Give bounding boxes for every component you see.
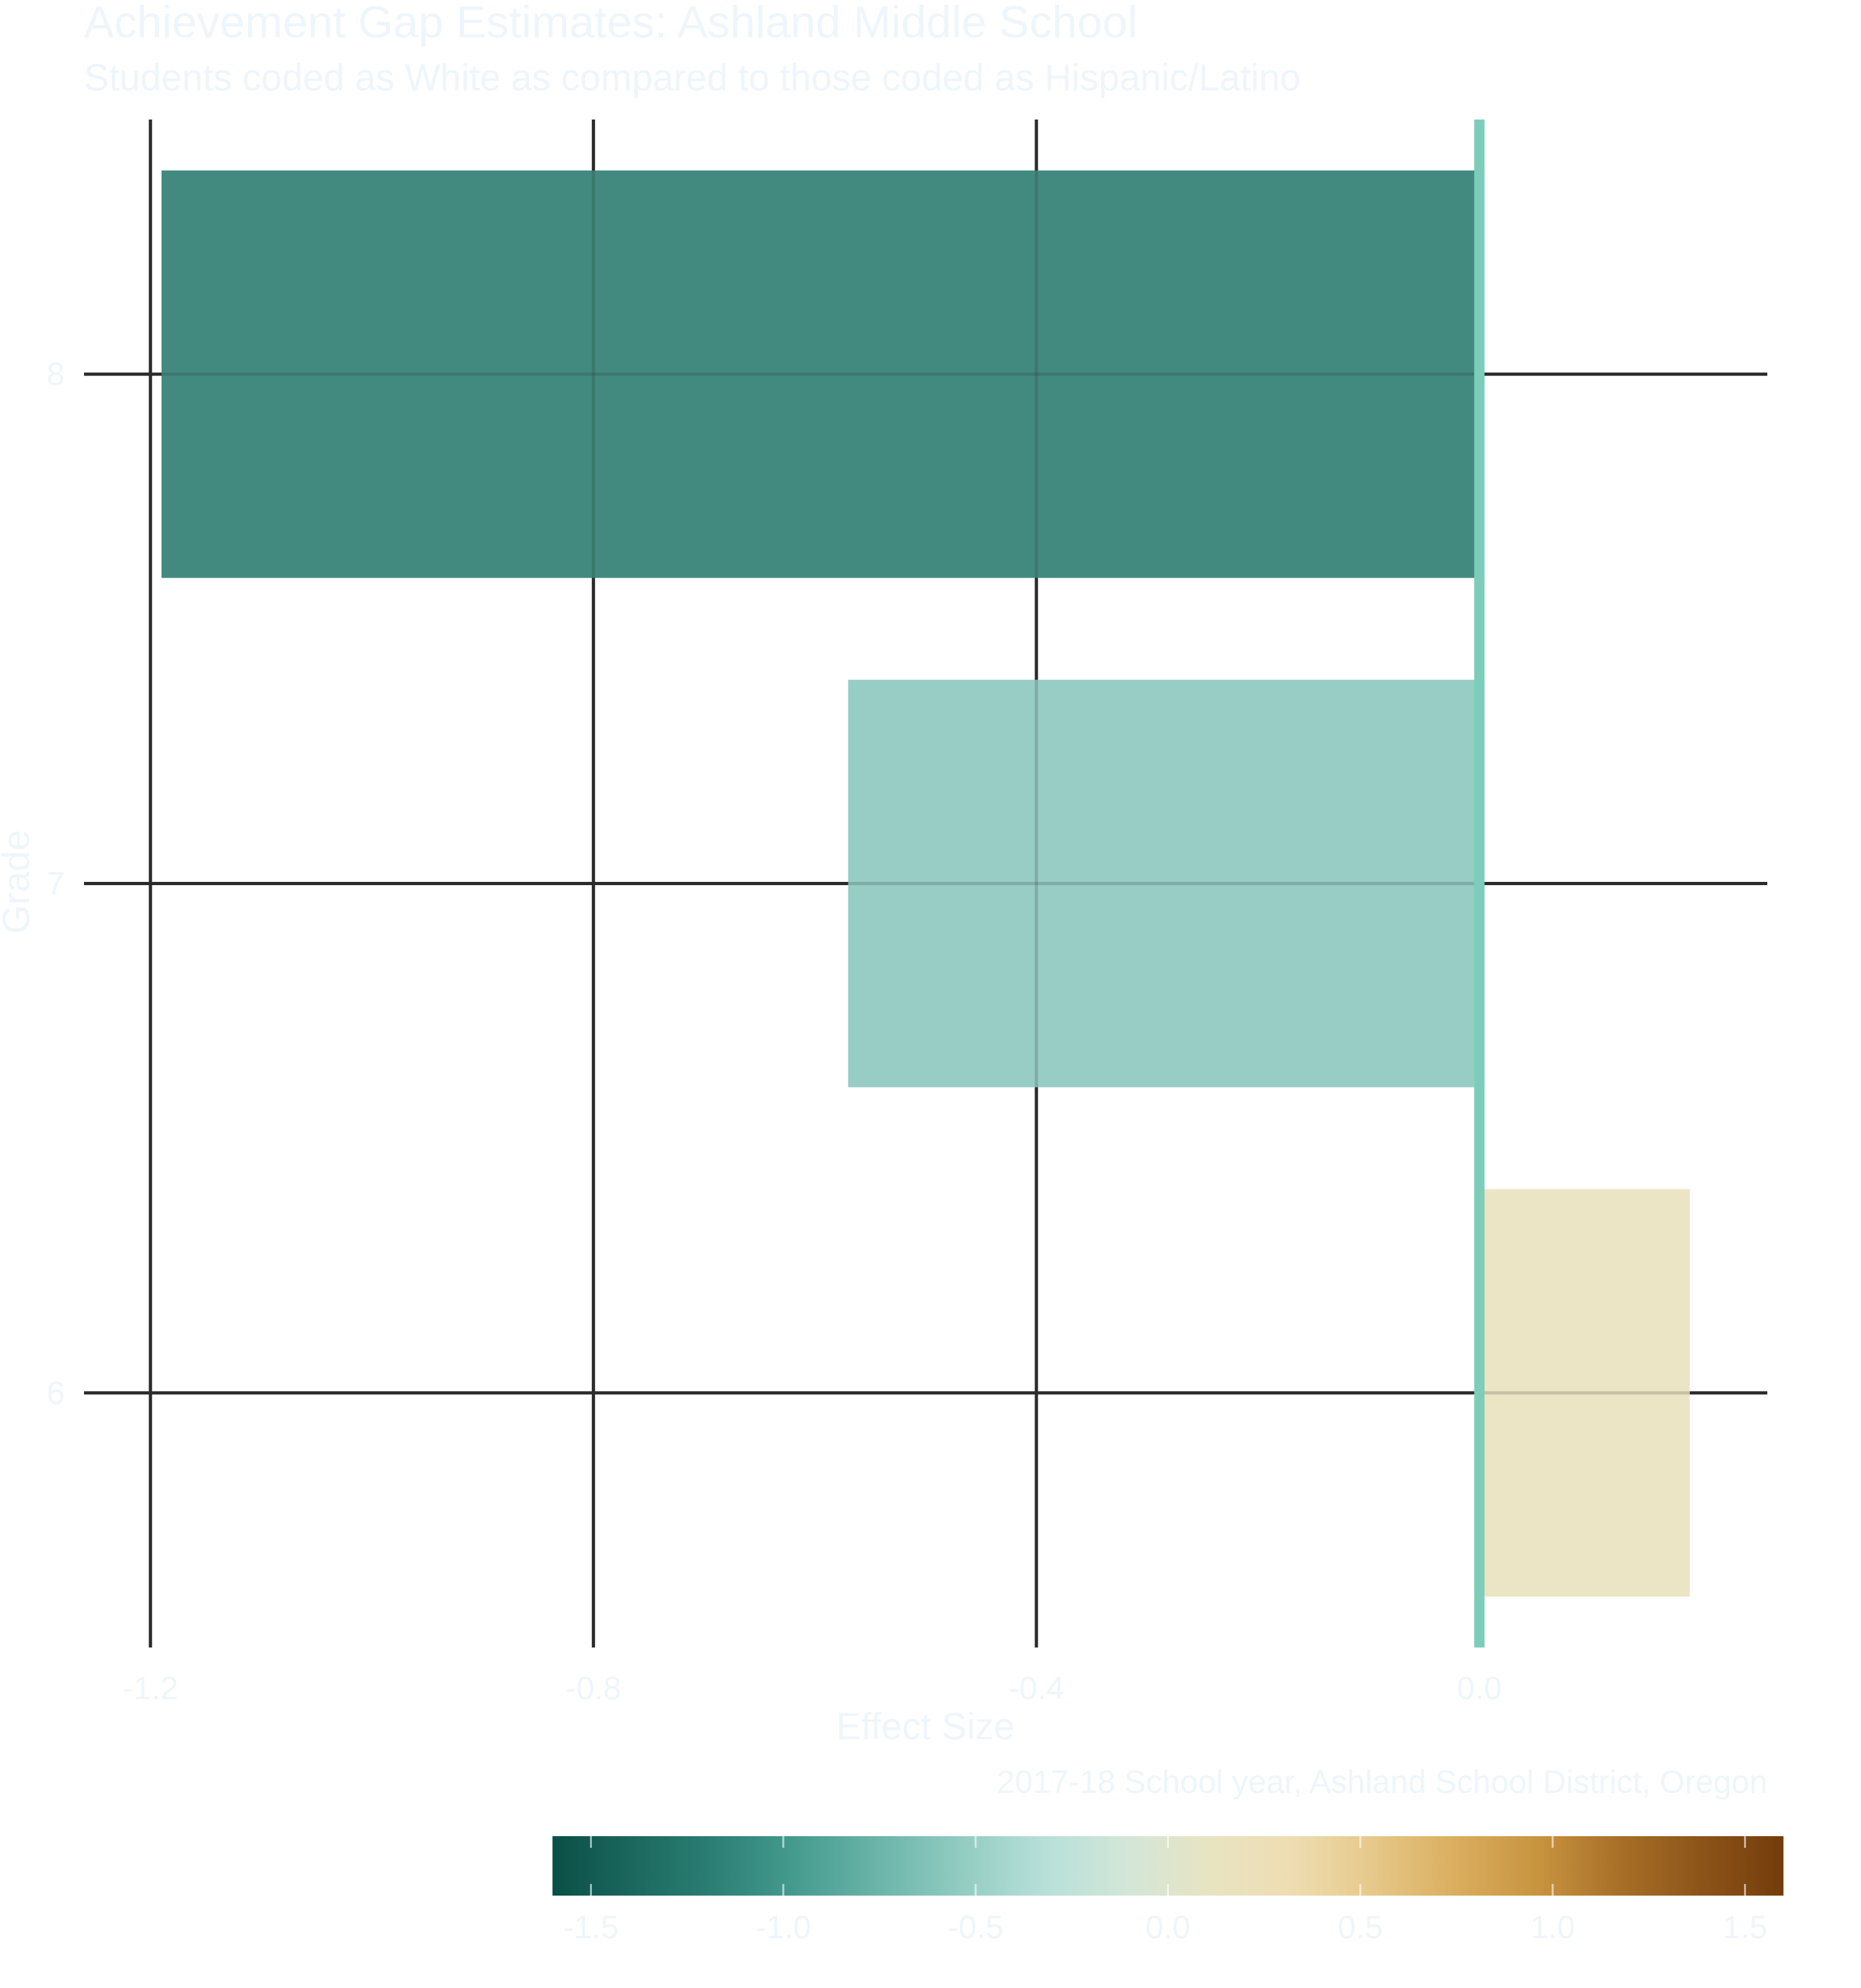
x-tick-label: -0.8 — [565, 1670, 621, 1706]
bar — [1479, 1189, 1690, 1597]
chart-caption: 2017-18 School year, Ashland School Dist… — [997, 1764, 1767, 1800]
x-axis-label: Effect Size — [836, 1706, 1015, 1748]
colorbar-tick-label: -1.0 — [755, 1909, 811, 1945]
bars — [161, 170, 1690, 1597]
y-tick-label: 6 — [47, 1375, 65, 1411]
x-tick-label: -0.4 — [1009, 1670, 1064, 1706]
bar — [161, 170, 1480, 578]
colorbar-tick-label: -0.5 — [948, 1909, 1004, 1945]
colorbar-tick-label: 1.5 — [1723, 1909, 1768, 1945]
colorbar-tick-label: -1.5 — [563, 1909, 618, 1945]
x-tick-label: 0.0 — [1457, 1670, 1502, 1706]
chart-title: Achievement Gap Estimates: Ashland Middl… — [84, 0, 1137, 47]
y-tick-label: 7 — [47, 866, 65, 902]
bar — [848, 680, 1480, 1087]
y-axis-label: Grade — [0, 830, 37, 934]
colorbar-tick-label: 1.0 — [1530, 1909, 1575, 1945]
chart-subtitle: Students coded as White as compared to t… — [84, 57, 1301, 99]
colorbar-legend: -1.5 -1.0 -0.5 0.0 0.5 1.0 1.5 — [552, 1836, 1783, 1945]
x-tick-label: -1.2 — [123, 1670, 178, 1706]
colorbar-tick-label: 0.5 — [1338, 1909, 1383, 1945]
colorbar-tick-label: 0.0 — [1146, 1909, 1191, 1945]
axes: -1.2 -0.8 -0.4 0.0 6 7 8 — [47, 120, 1502, 1706]
y-tick-label: 8 — [47, 356, 65, 392]
